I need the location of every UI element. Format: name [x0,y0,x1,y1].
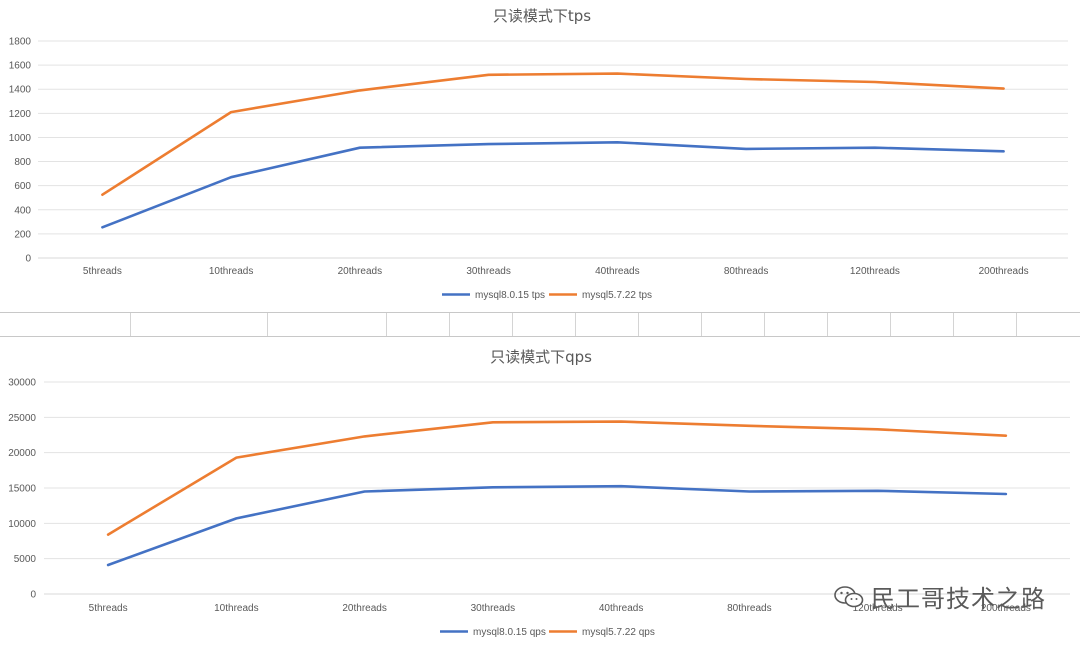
x-tick-label: 20threads [338,266,382,277]
x-tick-label: 120threads [850,266,900,277]
x-tick-label: 80threads [724,266,768,277]
y-tick-label: 20000 [8,448,36,459]
legend-label: mysql5.7.22 qps [582,627,655,638]
strip-cell [0,313,1017,336]
y-tick-label: 15000 [8,484,36,495]
strip-cell [0,313,576,336]
series-line-2 [101,72,1005,196]
spreadsheet-row-strip [0,312,1080,337]
x-tick-label: 5threads [83,266,122,277]
strip-cell [0,313,954,336]
strip-cell [0,313,131,336]
y-tick-label: 1000 [9,133,32,144]
wechat-icon [834,585,864,607]
y-tick-label: 1400 [9,85,32,96]
y-tick-label: 5000 [14,554,37,565]
strip-cell [0,313,828,336]
x-tick-label: 80threads [727,603,771,614]
x-tick-label: 10threads [214,603,258,614]
legend-label: mysql8.0.15 tps [475,290,545,301]
x-tick-label: 40threads [599,603,643,614]
strip-cell [0,313,387,336]
y-tick-label: 200 [14,229,31,240]
chart-tps[interactable]: 只读模式下tps 0 200 400 600 800 1000 1200 1400 1600 180… [0,0,1080,312]
x-tick-label: 20threads [342,603,386,614]
strip-cell [0,313,450,336]
x-tick-label: 10threads [209,266,253,277]
y-tick-label: 1800 [9,37,32,48]
strip-cell [0,313,891,336]
watermark: 民工哥技术之路 [833,579,1046,614]
legend-label: mysql8.0.15 qps [473,627,546,638]
y-tick-label: 1600 [9,61,32,72]
y-tick-label: 400 [14,205,31,216]
y-tick-label: 0 [30,590,36,601]
x-tick-label: 200threads [979,266,1029,277]
strip-cell [0,313,513,336]
strip-cell [0,313,268,336]
series-line-1 [101,141,1005,229]
y-tick-label: 1200 [9,109,32,120]
strip-cell [0,313,639,336]
strip-cell [0,313,765,336]
watermark-text: 民工哥技术之路 [871,585,1046,613]
x-tick-label: 30threads [471,603,515,614]
chart-qps[interactable]: 只读模式下qps 0 5000 10000 15000 20000 25000 30000 5t… [0,337,1080,646]
y-tick-label: 30000 [8,378,36,389]
x-tick-label: 40threads [595,266,639,277]
y-tick-label: 25000 [8,413,36,424]
x-tick-label: 5threads [89,603,128,614]
chart-tps-svg: 只读模式下tps 0 200 400 600 800 1000 1200 1400 1600 180… [9,7,1068,301]
series-line-2 [106,420,1008,536]
x-tick-label: 200threads [981,603,1031,614]
legend-label: mysql5.7.22 tps [582,290,652,301]
y-tick-label: 600 [14,181,31,192]
strip-cell [0,313,702,336]
chart-qps-svg: 只读模式下qps 0 5000 10000 15000 20000 25000 30000 5t… [8,348,1070,638]
y-tick-label: 10000 [8,519,36,530]
series-line-1 [106,484,1008,567]
chart-title: 只读模式下tps [493,7,591,25]
x-tick-label: 120threads [853,603,903,614]
x-tick-label: 30threads [466,266,510,277]
y-tick-label: 0 [25,254,31,265]
chart-title: 只读模式下qps [490,348,592,366]
y-tick-label: 800 [14,157,31,168]
